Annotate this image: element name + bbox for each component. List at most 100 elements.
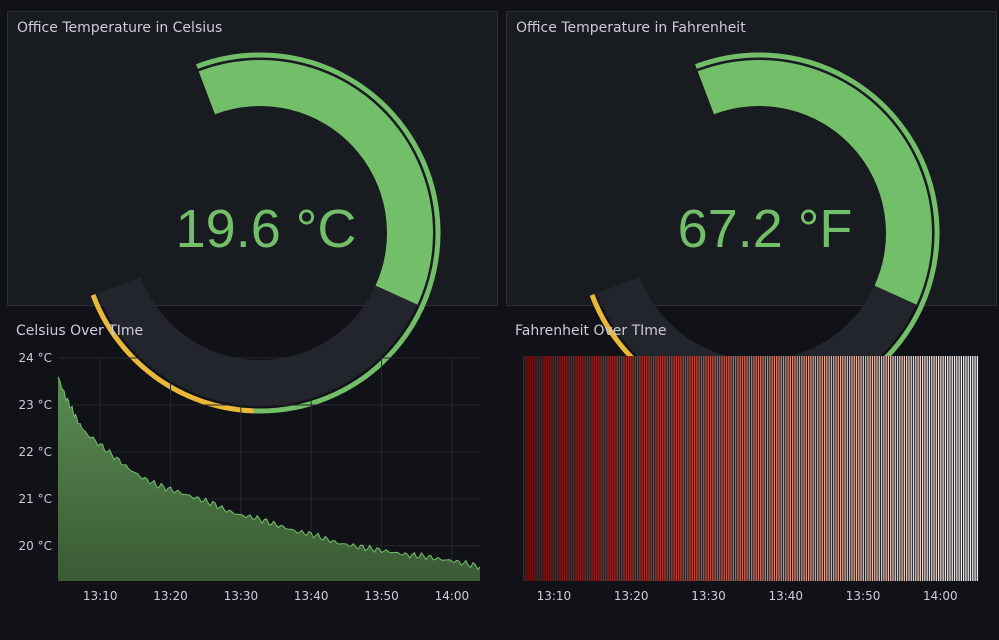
heatmap-cell — [757, 356, 760, 581]
heatmap-cell — [568, 356, 570, 581]
heatmap-cell — [805, 356, 807, 581]
heatmap-cell — [880, 356, 883, 581]
heatmap-cell — [776, 356, 778, 581]
heatmap-cell — [853, 356, 855, 581]
heatmap-cell — [764, 356, 766, 581]
heatmap-cell — [771, 356, 773, 581]
heatmap-cell — [794, 356, 796, 581]
heatmap-cell — [937, 356, 940, 581]
heatmap-cell — [899, 356, 901, 581]
heatmap-cell — [614, 356, 616, 581]
heatmap-cell — [933, 356, 935, 581]
gauge-panel-fahrenheit[interactable]: Office Temperature in Fahrenheit 67.2 °F — [506, 11, 997, 414]
heatmap-cell — [586, 356, 589, 581]
heatmap-cell — [839, 356, 842, 581]
heatmap-cell — [778, 356, 780, 581]
heatmap-cell — [940, 356, 942, 581]
heatmap-cell — [591, 356, 593, 581]
heatmap-cell — [833, 356, 835, 581]
heatmap-cell — [741, 356, 744, 581]
heatmap-cell — [634, 356, 636, 581]
heatmap-cell — [810, 356, 812, 581]
heatmap-cell — [801, 356, 803, 581]
heatmap-cell — [662, 356, 664, 581]
heatmap-cell — [532, 356, 534, 581]
heatmap-panel-fahrenheit[interactable]: Fahrenheit Over TIme 13:10 13:20 13:30 13:4… — [506, 315, 997, 635]
heatmap-cell — [906, 356, 908, 581]
heatmap-cell — [869, 356, 871, 581]
heatmap-cell — [798, 356, 801, 581]
heatmap-cell — [582, 356, 584, 581]
heatmap-cell — [890, 356, 892, 581]
heatmap-cell — [972, 356, 974, 581]
heatmap-cell — [737, 356, 739, 581]
heatmap-cell — [773, 356, 776, 581]
heatmap-cell — [580, 356, 582, 581]
heatmap-cell — [885, 356, 887, 581]
heatmap-cell — [876, 356, 878, 581]
gauge-panel-celsius[interactable]: Office Temperature in Celsius 19.6 °C — [7, 11, 498, 414]
heatmap-cell — [593, 356, 595, 581]
heatmap-cell — [967, 356, 969, 581]
heatmap-cell — [894, 356, 896, 581]
heatmap-cell — [908, 356, 910, 581]
x-tick-label: 13:40 — [768, 589, 803, 603]
heatmap-cell — [828, 356, 830, 581]
x-tick-label: 13:10 — [83, 589, 118, 603]
heatmap-cell — [751, 356, 753, 581]
heatmap-cell — [785, 356, 787, 581]
heatmap-cell — [637, 356, 639, 581]
heatmap-cell — [919, 356, 921, 581]
heatmap-cell — [953, 356, 956, 581]
heatmap-cell — [755, 356, 757, 581]
heatmap-cell — [963, 356, 965, 581]
heatmap-cell — [598, 356, 600, 581]
heatmap-cell — [808, 356, 810, 581]
heatmap-cell — [878, 356, 880, 581]
timeseries-panel-celsius[interactable]: Celsius Over TIme 24 °C 23 °C 22 °C 21 °C 20… — [7, 315, 498, 635]
heatmap-cell — [618, 356, 621, 581]
heatmap-cell — [735, 356, 737, 581]
heatmap-cell — [860, 356, 862, 581]
heatmap-cell — [538, 356, 541, 581]
heatmap-cell — [903, 356, 906, 581]
heatmap-cell — [684, 356, 687, 581]
heatmap-cell — [570, 356, 573, 581]
heatmap-cell — [525, 356, 527, 581]
x-tick-label: 13:30 — [224, 589, 259, 603]
heatmap-cell — [739, 356, 741, 581]
y-tick-label: 22 °C — [19, 445, 52, 459]
heatmap-cell — [817, 356, 819, 581]
heatmap-cell — [730, 356, 732, 581]
x-tick-label: 13:20 — [153, 589, 188, 603]
heatmap-cell — [698, 356, 700, 581]
heatmap-cell — [714, 356, 716, 581]
heatmap-cell — [922, 356, 924, 581]
heatmap-cell — [883, 356, 885, 581]
heatmap-cell — [557, 356, 559, 581]
heatmap-cells — [523, 356, 978, 581]
heatmap-cell — [924, 356, 926, 581]
heatmap-cell — [826, 356, 828, 581]
series-line — [57, 376, 481, 571]
heatmap-cell — [928, 356, 931, 581]
heatmap-cell — [607, 356, 609, 581]
heatmap-cell — [842, 356, 844, 581]
x-tick-label: 13:20 — [614, 589, 649, 603]
heatmap-cell — [721, 356, 723, 581]
heatmap-cell — [823, 356, 826, 581]
panel-title: Fahrenheit Over TIme — [515, 323, 667, 339]
heatmap-cell — [812, 356, 814, 581]
heatmap-cell — [552, 356, 554, 581]
y-tick-label: 21 °C — [19, 492, 52, 506]
heatmap-cell — [554, 356, 557, 581]
heatmap-cell — [682, 356, 684, 581]
heatmap-cell — [561, 356, 564, 581]
heatmap-cell — [947, 356, 949, 581]
gauge-fahrenheit: 67.2 °F — [589, 52, 940, 414]
heatmap-cell — [648, 356, 650, 581]
heatmap-cell — [623, 356, 625, 581]
heatmap-cell — [657, 356, 659, 581]
x-tick-label: 13:50 — [364, 589, 399, 603]
heatmap-cell — [789, 356, 792, 581]
